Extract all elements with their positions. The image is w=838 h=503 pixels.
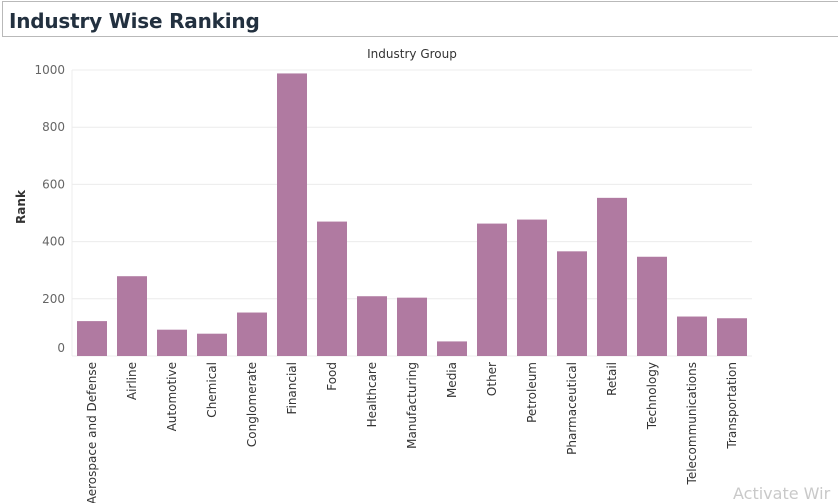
y-tick-label: 800 xyxy=(42,120,65,134)
bar-healthcare[interactable] xyxy=(357,296,387,356)
y-tick-label: 1000 xyxy=(34,63,65,77)
x-tick-label: Aerospace and Defense xyxy=(85,362,99,503)
bar-technology[interactable] xyxy=(637,256,667,356)
bar-pharmaceutical[interactable] xyxy=(557,251,587,356)
bar-financial[interactable] xyxy=(277,73,307,356)
bar-automotive[interactable] xyxy=(157,329,187,356)
x-tick-label: Automotive xyxy=(165,362,179,431)
x-tick-label: Media xyxy=(445,362,459,398)
watermark-text: Activate Wir xyxy=(733,484,831,503)
x-tick-label: Other xyxy=(485,362,499,396)
x-tick-label: Telecommunications xyxy=(685,362,699,485)
y-axis-label: Rank xyxy=(14,189,28,224)
x-tick-label: Petroleum xyxy=(525,362,539,423)
x-tick-label: Pharmaceutical xyxy=(565,362,579,455)
y-tick-label: 0 xyxy=(57,341,65,355)
bar-transportation[interactable] xyxy=(717,318,747,356)
x-tick-label: Chemical xyxy=(205,362,219,418)
y-tick-label: 200 xyxy=(42,292,65,306)
bar-chemical[interactable] xyxy=(197,333,227,356)
bar-manufacturing[interactable] xyxy=(397,297,427,356)
x-tick-label: Manufacturing xyxy=(405,362,419,449)
bar-other[interactable] xyxy=(477,223,507,356)
bar-conglomerate[interactable] xyxy=(237,312,267,356)
title-bar: Industry Wise Ranking xyxy=(2,1,838,37)
bar-food[interactable] xyxy=(317,221,347,356)
x-tick-label: Transportation xyxy=(725,362,739,450)
bar-airline[interactable] xyxy=(117,276,147,356)
x-tick-label: Financial xyxy=(285,362,299,415)
bar-telecommunications[interactable] xyxy=(677,316,707,356)
x-tick-label: Food xyxy=(325,362,339,391)
page-title: Industry Wise Ranking xyxy=(9,9,260,33)
bar-retail[interactable] xyxy=(597,197,627,356)
x-tick-label: Technology xyxy=(645,362,659,430)
y-tick-label: 400 xyxy=(42,235,65,249)
y-axis-ticks: 0 200 400 600 800 1000 xyxy=(34,63,65,355)
chart-title: Industry Group xyxy=(367,47,457,61)
x-tick-label: Healthcare xyxy=(365,362,379,427)
bars xyxy=(77,73,747,356)
bar-petroleum[interactable] xyxy=(517,219,547,356)
x-tick-label: Retail xyxy=(605,362,619,396)
y-tick-label: 600 xyxy=(42,177,65,191)
x-tick-label: Airline xyxy=(125,362,139,400)
bar-aerospace-and-defense[interactable] xyxy=(77,321,107,356)
x-axis-ticks: Aerospace and Defense Airline Automotive Ch… xyxy=(85,362,739,503)
bar-media[interactable] xyxy=(437,341,467,356)
x-tick-label: Conglomerate xyxy=(245,362,259,447)
